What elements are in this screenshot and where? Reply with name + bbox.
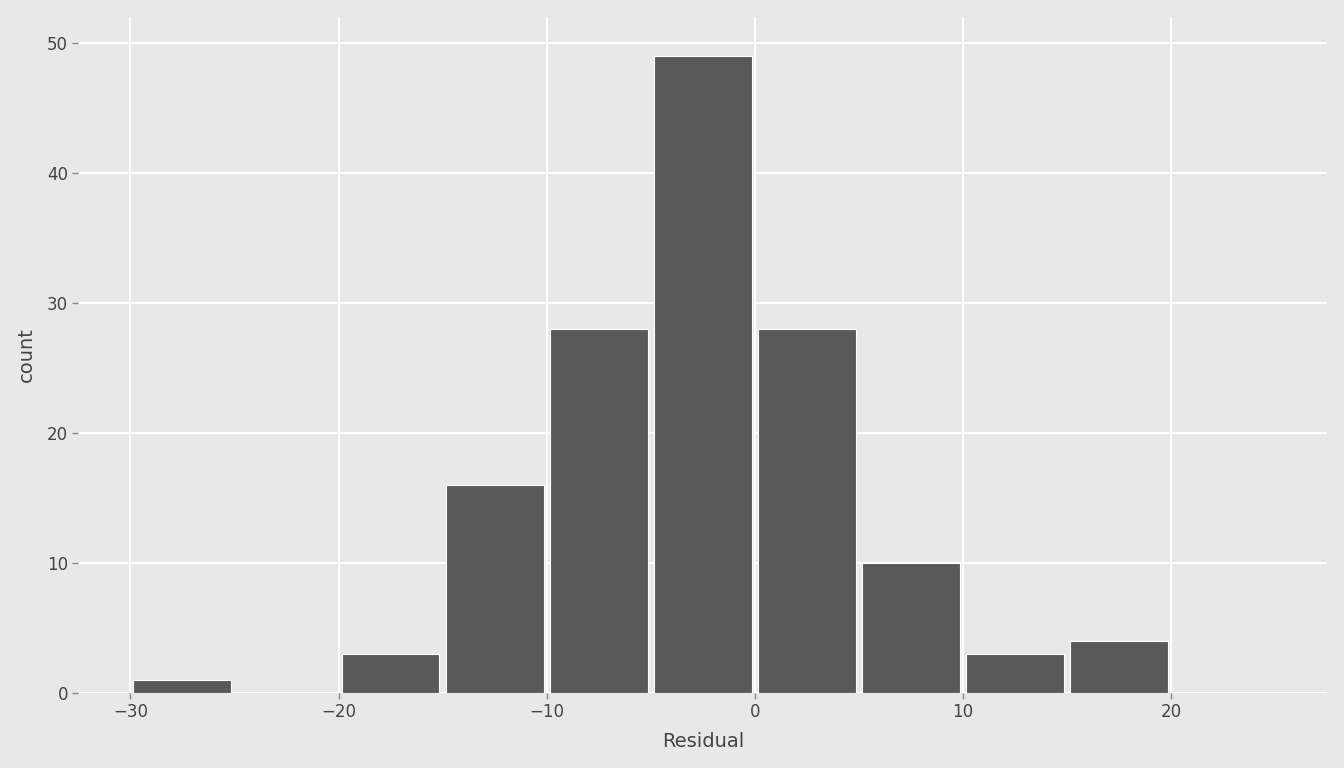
Bar [655, 55, 751, 693]
X-axis label: Residual: Residual [661, 733, 745, 751]
Y-axis label: count: count [16, 327, 36, 382]
Bar [862, 563, 960, 693]
Bar [133, 680, 231, 693]
Bar [341, 654, 439, 693]
Bar [758, 329, 856, 693]
Bar [446, 485, 543, 693]
Bar [966, 654, 1064, 693]
Bar [1070, 641, 1168, 693]
Bar [550, 329, 648, 693]
